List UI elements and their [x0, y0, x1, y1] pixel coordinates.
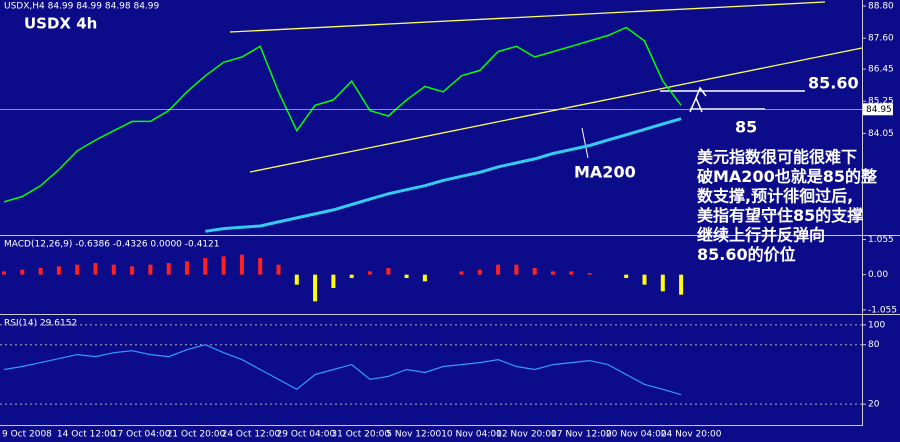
bar — [642, 274, 647, 285]
y-tick-label: 88.80 — [868, 2, 894, 12]
bar — [294, 274, 299, 285]
comment: 数支撑,预计徘徊过后, — [697, 187, 853, 206]
trend-line — [229, 1, 826, 33]
y-tick-label: 20 — [868, 400, 880, 410]
bar — [276, 264, 281, 275]
annotation: 85 — [735, 118, 757, 137]
bar — [111, 264, 116, 275]
bar — [477, 269, 482, 275]
bar — [569, 271, 574, 275]
x-tick-label: 31 Oct 20:00 — [331, 430, 390, 440]
x-tick-label: 17 Nov 12:00 — [551, 430, 612, 440]
annotation: MA200 — [574, 163, 636, 182]
pointer — [581, 127, 589, 159]
trend-line — [249, 47, 863, 173]
bar — [532, 268, 537, 275]
y-tick-label: 87.60 — [868, 34, 894, 44]
bar — [221, 256, 226, 275]
bar — [38, 268, 43, 275]
price-label: 84.95 — [866, 105, 892, 115]
bar — [130, 266, 135, 275]
arrow — [689, 86, 707, 113]
chart-title: USDX 4h — [24, 15, 97, 33]
bar — [404, 274, 409, 278]
bar — [93, 263, 98, 275]
y-tick-label: -1.055 — [868, 305, 897, 315]
y-tick-label: 100 — [868, 320, 885, 330]
x-tick-label: 9 Oct 2008 — [2, 430, 52, 440]
x-tick-label: 12 Nov 20:00 — [496, 430, 557, 440]
y-tick-label: 1.055 — [868, 235, 894, 245]
bar — [75, 264, 80, 275]
price-box — [863, 103, 893, 116]
y-tick-label: 80 — [868, 340, 880, 350]
y-tick-label: 84.05 — [868, 129, 894, 139]
line — [205, 117, 682, 233]
bar — [459, 271, 464, 275]
y-tick-label: 86.45 — [868, 65, 894, 75]
x-tick-label: 21 Oct 20:00 — [167, 430, 226, 440]
bar — [349, 274, 354, 278]
bar — [148, 264, 153, 275]
x-tick-label: 14 Oct 12:00 — [57, 430, 116, 440]
x-tick-label: 24 Oct 12:00 — [222, 430, 281, 440]
bar — [239, 254, 244, 275]
comment: 继续上行并反弹向 — [697, 226, 825, 245]
comment: 破MA200也就是85的整 — [697, 167, 877, 186]
annotation: 85.60 — [808, 74, 859, 93]
y-tick-label: 0.00 — [868, 270, 888, 280]
bar — [386, 268, 391, 275]
bar — [679, 274, 684, 295]
bar — [166, 263, 171, 275]
header: USDX,H4 84.99 84.99 84.98 84.99 — [4, 2, 160, 12]
x-tick-label: 24 Nov 20:00 — [661, 430, 722, 440]
panel-title: MACD(12,26,9) -0.6386 -0.4326 0.0000 -0.… — [4, 240, 220, 250]
bar — [496, 264, 501, 275]
bar — [56, 266, 61, 275]
bar — [660, 274, 665, 292]
bar — [587, 273, 592, 275]
x-tick-label: 10 Nov 04:00 — [441, 430, 502, 440]
comment: 85.60的价位 — [697, 245, 796, 264]
bar — [20, 269, 25, 275]
line — [3, 26, 682, 203]
bar — [422, 274, 427, 282]
bar — [551, 271, 555, 275]
comment: 美指有望守住85的支撑 — [697, 206, 863, 225]
x-tick-label: 20 Nov 04:00 — [606, 430, 667, 440]
x-tick-label: 5 Nov 12:00 — [386, 430, 441, 440]
bar — [368, 271, 372, 275]
bar — [258, 258, 263, 275]
bar — [624, 274, 629, 278]
bar — [203, 258, 208, 275]
panel-title: RSI(14) 29.6152 — [4, 319, 77, 329]
x-tick-label: 29 Oct 04:00 — [277, 430, 336, 440]
bar — [2, 271, 6, 275]
bar — [313, 274, 318, 302]
line — [3, 344, 682, 396]
y-tick-label: 85.25 — [868, 97, 894, 107]
bar — [331, 274, 336, 288]
comment: 美元指数很可能很难下 — [697, 148, 857, 167]
bar — [514, 264, 519, 275]
x-tick-label: 17 Oct 04:00 — [112, 430, 171, 440]
bar — [185, 261, 189, 275]
